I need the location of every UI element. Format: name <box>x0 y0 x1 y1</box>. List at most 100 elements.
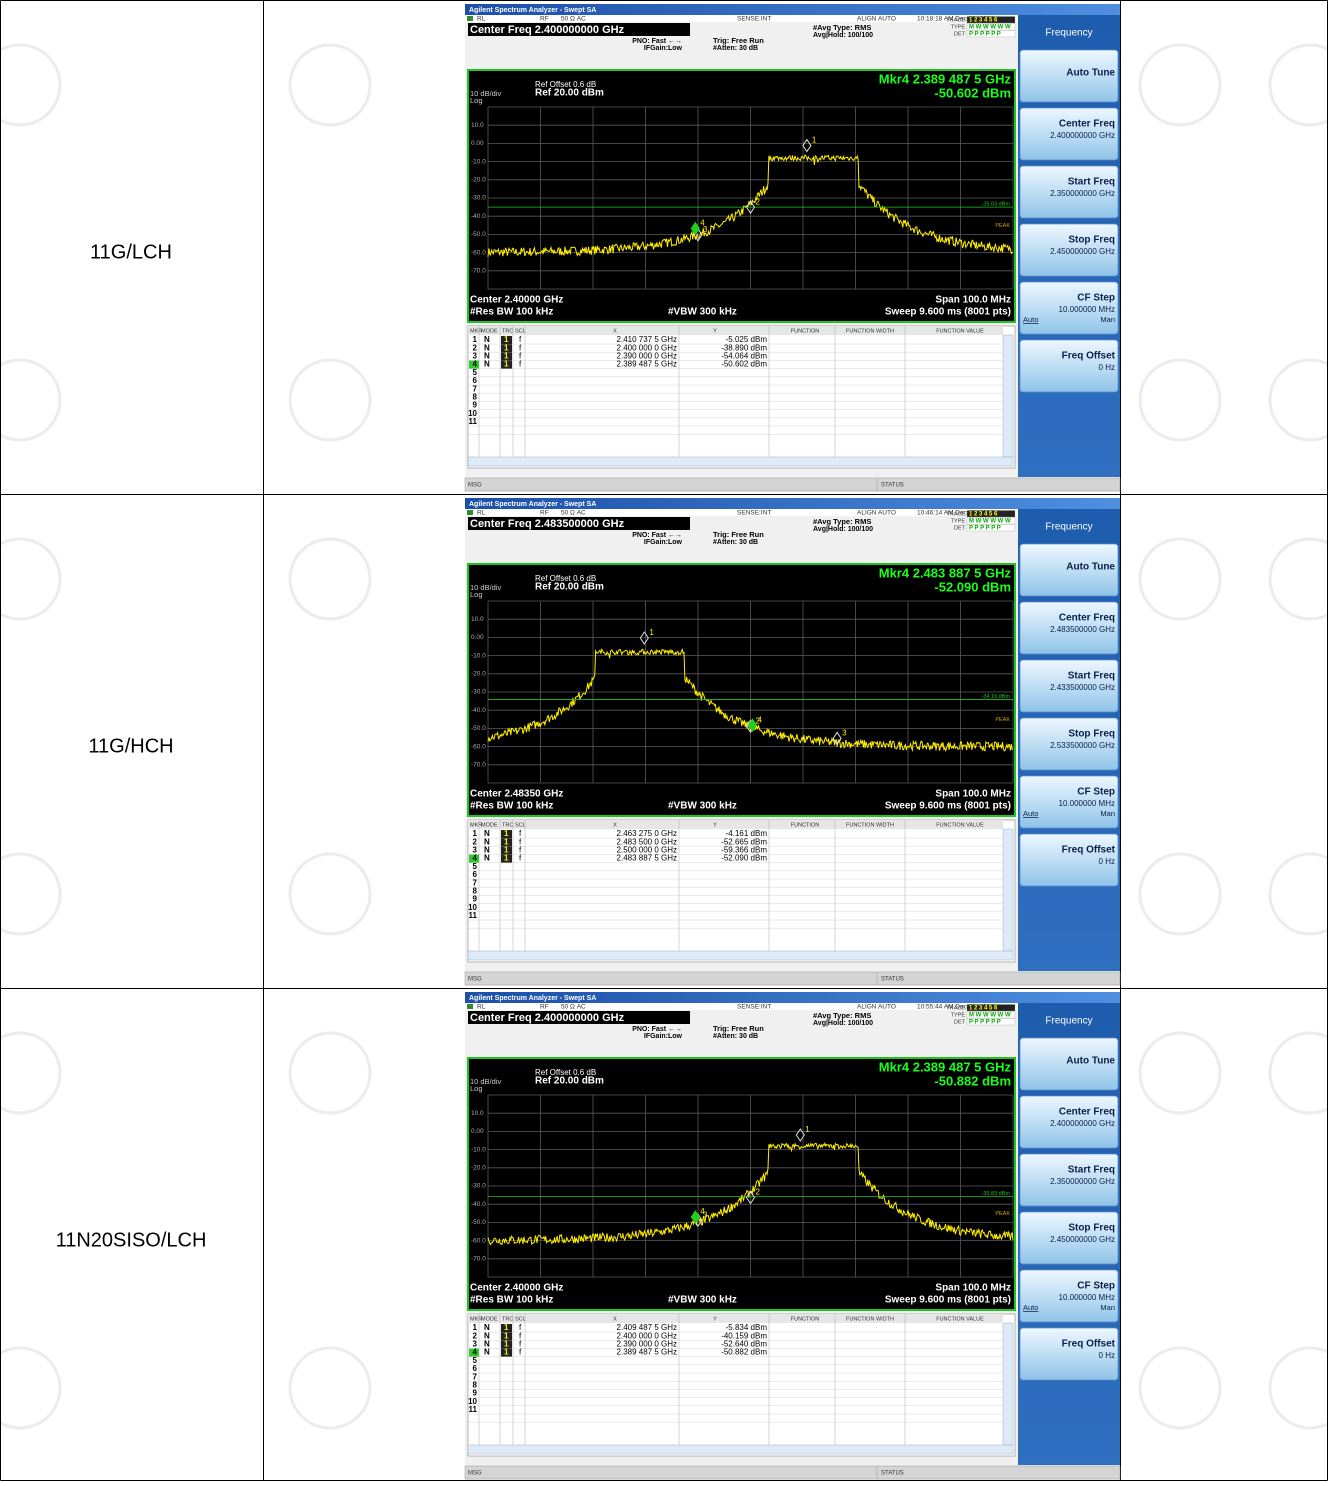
status-rl: RL <box>477 16 486 23</box>
table-header: X <box>613 822 617 828</box>
graph-frame <box>468 564 1015 816</box>
y-axis-label: 10.0 <box>471 616 484 623</box>
y-axis-label: -50.0 <box>471 1219 486 1226</box>
status-label: STATUS <box>881 483 904 489</box>
footer-rbw: #Res BW 100 kHz <box>470 307 553 318</box>
status-sense: SENSE:INT <box>737 1004 771 1011</box>
footer-sweep: Sweep 9.600 ms (8001 pts) <box>885 1295 1011 1306</box>
marker-cell: -50.882 dBm <box>721 1348 767 1357</box>
footer-center: Center 2.40000 GHz <box>470 1283 563 1294</box>
avg-hold: Avg|Hold: 100/100 <box>813 1020 873 1027</box>
log-label: Log <box>470 96 483 105</box>
analyzer-screenshot: Agilent Spectrum Analyzer - Swept SARLRF… <box>465 4 1120 492</box>
table-header: TRC <box>502 328 513 334</box>
ref-level: Ref 20.00 dBm <box>535 582 604 593</box>
watermark <box>1140 45 1220 125</box>
watermark <box>290 360 370 440</box>
softkey-label: Center Freq <box>1059 119 1115 130</box>
table-header: FUNCTION VALUE <box>936 822 984 828</box>
table-header: SCL <box>515 328 526 334</box>
marker-readout: -52.090 dBm <box>934 579 1011 594</box>
status-impedance: 50 Ω AC <box>561 16 586 23</box>
softkey-man: Man <box>1100 809 1115 818</box>
y-axis-label: 10.0 <box>471 1110 484 1117</box>
y-axis-label: -30.0 <box>471 689 486 696</box>
softkey-label: Center Freq <box>1059 1107 1115 1118</box>
log-label: Log <box>470 590 483 599</box>
table-header: FUNCTION VALUE <box>936 328 984 334</box>
status-sense: SENSE:INT <box>737 510 771 517</box>
trace-label: DET <box>954 525 966 531</box>
y-axis-label: -40.0 <box>471 707 486 714</box>
marker-readout: -50.882 dBm <box>934 1073 1011 1088</box>
softkey-label: Auto Tune <box>1066 68 1115 79</box>
atten: #Atten: 30 dB <box>713 539 758 546</box>
atten: #Atten: 30 dB <box>713 45 758 52</box>
watermark <box>1140 1033 1220 1113</box>
trace-label: DET <box>954 1019 966 1025</box>
softkey-value: 2.483500000 GHz <box>1050 625 1115 634</box>
marker-readout: -50.602 dBm <box>934 85 1011 100</box>
softkey-value: 2.533500000 GHz <box>1050 741 1115 750</box>
marker-cell: 2.389 487 5 GHz <box>617 1348 677 1357</box>
marker-cell: 11 <box>469 911 478 920</box>
softkey-auto: Auto <box>1023 809 1038 818</box>
msg-label: MSG <box>468 483 482 489</box>
footer-sweep: Sweep 9.600 ms (8001 pts) <box>885 801 1011 812</box>
marker-cell: 11 <box>469 417 478 426</box>
marker-table-header <box>468 820 1003 829</box>
table-header: X <box>613 328 617 334</box>
trace-value: M W W W W W <box>969 519 1011 525</box>
watermark <box>1140 1348 1220 1428</box>
peak-label: PEAK <box>995 223 1010 229</box>
status-sense: SENSE:INT <box>737 16 771 23</box>
ifgain: IFGain:Low <box>644 1033 683 1040</box>
trace-value: M W W W W W <box>969 1013 1011 1019</box>
marker-number: 4 <box>700 1207 705 1216</box>
watermark <box>1270 854 1328 934</box>
marker-cell: 1 <box>504 854 509 863</box>
status-label: STATUS <box>881 977 904 983</box>
table-header: MODE <box>481 328 498 334</box>
y-axis-label: -30.0 <box>471 195 486 202</box>
status-align: ALIGN AUTO <box>857 1004 896 1011</box>
softkey-value: 2.350000000 GHz <box>1050 189 1115 198</box>
footer-center: Center 2.48350 GHz <box>470 789 563 800</box>
table-header: SCL <box>515 1316 526 1322</box>
display-line-label: -35.83 dBm <box>982 1191 1011 1197</box>
y-axis-label: -60.0 <box>471 743 486 750</box>
softkey-value: 2.450000000 GHz <box>1050 247 1115 256</box>
watermark <box>1270 360 1328 440</box>
status-rl: RL <box>477 510 486 517</box>
watermark <box>1140 854 1220 934</box>
marker-number: 2 <box>756 1188 761 1197</box>
graph-frame <box>468 1058 1015 1310</box>
pno: PNO: Fast ←→ <box>632 532 682 539</box>
softkey-label: Start Freq <box>1068 1165 1115 1176</box>
y-axis-label: -60.0 <box>471 1237 486 1244</box>
marker-cell: N <box>484 854 490 863</box>
y-axis-label: 10.0 <box>471 122 484 129</box>
marker-number: 2 <box>756 197 761 206</box>
pno: PNO: Fast ←→ <box>632 1026 682 1033</box>
marker-number: 4 <box>700 219 705 228</box>
softkey-value: 2.350000000 GHz <box>1050 1177 1115 1186</box>
analyzer-screenshot: Agilent Spectrum Analyzer - Swept SARLRF… <box>465 498 1120 986</box>
softkey-title: Frequency <box>1045 28 1092 39</box>
table-header: FUNCTION VALUE <box>936 1316 984 1322</box>
status-bar <box>465 972 1120 985</box>
marker-table-header <box>468 1314 1003 1323</box>
status-rf: RF <box>540 510 549 517</box>
footer-rbw: #Res BW 100 kHz <box>470 801 553 812</box>
watermark <box>1270 539 1328 619</box>
watermark <box>290 854 370 934</box>
table-header: FUNCTION WIDTH <box>846 328 894 334</box>
trace-value: P P P P P P <box>969 526 1001 532</box>
footer-span: Span 100.0 MHz <box>935 789 1011 800</box>
y-axis-label: -40.0 <box>471 213 486 220</box>
marker-readout: Mkr4 2.389 487 5 GHz <box>879 1059 1012 1074</box>
trace-value: 1 2 3 4 5 6 <box>969 512 998 518</box>
table-header: TRC <box>502 1316 513 1322</box>
lx-icon <box>467 510 473 515</box>
status-bar <box>465 1466 1120 1479</box>
